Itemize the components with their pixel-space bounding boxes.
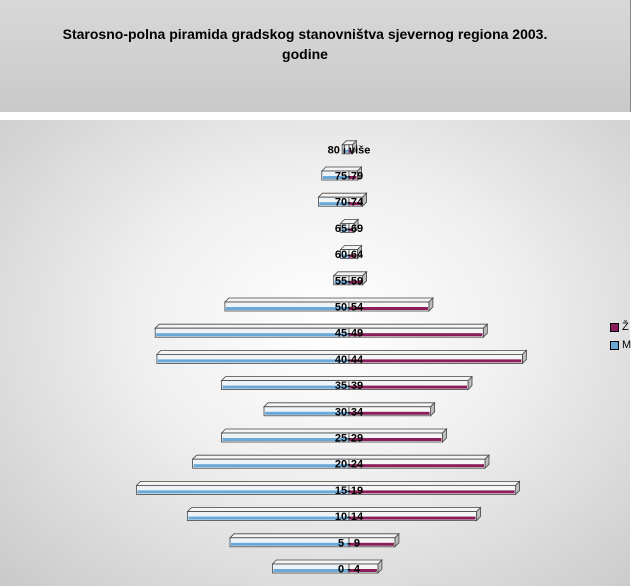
bar-female-fill (349, 202, 362, 206)
bar-male-fill (231, 542, 349, 546)
bar-male-fill (273, 569, 349, 572)
title-area: Starosno-polna piramida gradskog stanovn… (0, 0, 631, 112)
legend-item-male: M (610, 336, 636, 354)
bar-female-fill (349, 333, 483, 337)
bar-female (348, 432, 443, 443)
category-label: 70-74 (335, 197, 364, 209)
category-label: 5 - 9 (338, 537, 360, 549)
category-label: 10-14 (335, 511, 364, 523)
legend-label-female: Ž (622, 321, 629, 333)
plot-area (0, 112, 630, 586)
category-label: 65-69 (335, 223, 363, 235)
bar-female (348, 511, 477, 522)
bar-female-fill (349, 464, 484, 468)
bar-female (348, 249, 358, 260)
bar-female-fill (349, 411, 430, 415)
bar-female-fill (349, 438, 442, 441)
bar-male-fill (341, 228, 349, 232)
bar-female-fill (349, 542, 394, 546)
bar-male-fill (222, 385, 349, 389)
bar-female-fill (349, 516, 476, 520)
category-label: 75-79 (335, 171, 363, 183)
category-label: 80 i više (328, 144, 371, 156)
bar-female (348, 170, 358, 181)
legend: Ž M (610, 318, 636, 354)
bar-female-fill (349, 254, 357, 258)
bar-female (348, 458, 486, 469)
bar-male-fill (334, 280, 349, 284)
bar-female-fill (349, 307, 428, 310)
category-label: 25-29 (335, 433, 363, 445)
bar-female-fill (349, 569, 377, 572)
category-label: 20-24 (335, 459, 364, 471)
bar-female-fill (349, 490, 515, 494)
legend-label-male: M (622, 339, 632, 351)
category-label: 45-49 (335, 328, 363, 340)
bar-female (348, 484, 517, 495)
bar-male-fill (137, 490, 349, 494)
bar-male-fill (322, 176, 349, 179)
bar-top-face (135, 480, 521, 486)
bar-male-fill (193, 464, 349, 468)
bar-female (348, 301, 430, 312)
category-label: 50-54 (335, 302, 364, 314)
bar-female (348, 275, 364, 286)
bar-female (348, 563, 379, 574)
bar-female (348, 406, 431, 417)
legend-swatch-male (610, 340, 619, 350)
bar-male-fill (343, 149, 349, 153)
bar-female-fill (349, 176, 357, 179)
bar-top-face (229, 533, 400, 539)
bar-male-fill (222, 438, 349, 441)
bar-female (348, 327, 484, 338)
legend-swatch-female (610, 322, 619, 332)
legend-item-female: Ž (610, 318, 636, 336)
bar-male-fill (341, 254, 349, 258)
bar-top-face (271, 559, 383, 565)
bar-female-fill (349, 149, 352, 153)
chart-title: Starosno-polna piramida gradskog stanovn… (62, 26, 548, 62)
bar-male-fill (156, 333, 349, 337)
bar-female (348, 537, 396, 548)
category-label: 30-34 (335, 406, 364, 418)
bar-male-fill (265, 411, 349, 415)
bar-female (348, 380, 469, 391)
plot-top-band (0, 112, 630, 120)
bar-male-fill (188, 516, 349, 520)
category-label: 55-59 (335, 275, 363, 287)
bar-male-fill (157, 359, 349, 363)
bar-female-fill (349, 228, 354, 232)
category-label: 15-19 (335, 485, 363, 497)
bar-male-fill (225, 307, 349, 310)
category-label: 0 - 4 (338, 564, 361, 576)
category-label: 60-64 (335, 249, 364, 261)
bar-male-fill (319, 202, 349, 206)
bar-female-fill (349, 280, 362, 284)
category-label: 35-39 (335, 380, 363, 392)
bar-female-fill (349, 359, 522, 363)
bar-female (348, 144, 353, 155)
bar-female (348, 222, 355, 233)
category-label: 40-44 (335, 354, 364, 366)
bar-female-fill (349, 385, 467, 389)
bar-top-face (223, 297, 434, 303)
bar-female (348, 353, 523, 364)
bar-top-face (154, 323, 489, 329)
bar-female (348, 196, 364, 207)
